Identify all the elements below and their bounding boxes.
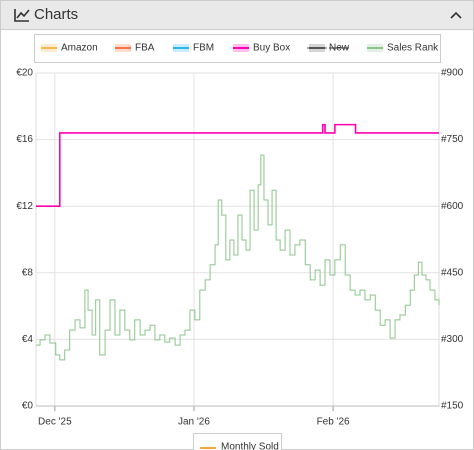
y2-tick-label: #750 — [441, 134, 464, 145]
y-tick-label: €20 — [16, 68, 33, 79]
legend-label[interactable]: Amazon — [61, 43, 98, 54]
y-tick-label: €0 — [22, 401, 34, 412]
x-tick-label: Feb '26 — [317, 417, 350, 428]
legend-label[interactable]: FBA — [135, 43, 155, 54]
collapse-chevron[interactable] — [450, 11, 462, 19]
series-line — [36, 154, 440, 361]
y-tick-label: €12 — [16, 201, 33, 212]
legend-label[interactable]: New — [329, 43, 350, 54]
chart-icon — [14, 9, 30, 22]
legend-label[interactable]: Sales Rank — [387, 43, 439, 54]
panel-header[interactable] — [0, 0, 474, 30]
legend-label[interactable]: Monthly Sold — [221, 442, 279, 450]
y2-tick-label: #150 — [441, 401, 464, 412]
series-line — [36, 123, 439, 207]
y-tick-label: €4 — [22, 334, 34, 345]
header-title: Charts — [34, 6, 78, 23]
y2-tick-label: #900 — [441, 68, 464, 79]
y2-tick-label: #300 — [441, 334, 464, 345]
x-tick-label: Jan '26 — [178, 417, 210, 428]
y-tick-label: €16 — [16, 134, 33, 145]
legend-label[interactable]: Buy Box — [253, 43, 290, 54]
y2-tick-label: #600 — [441, 201, 464, 212]
y2-tick-label: #450 — [441, 267, 464, 278]
x-tick-label: Dec '25 — [38, 417, 72, 428]
legend-label[interactable]: FBM — [193, 43, 214, 54]
y-tick-label: €8 — [22, 267, 34, 278]
legend-box — [193, 433, 282, 450]
